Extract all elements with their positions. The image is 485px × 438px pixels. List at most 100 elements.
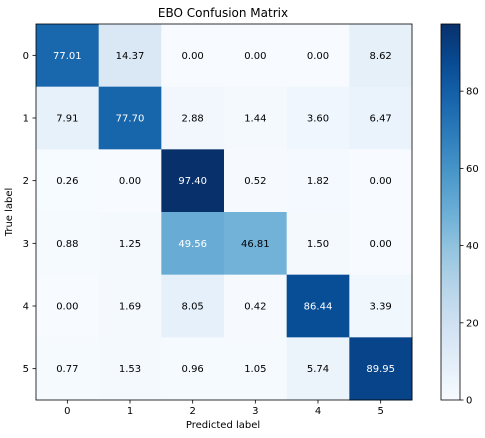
- heatmap-cell: [349, 24, 413, 88]
- x-axis-label: Predicted label: [186, 420, 260, 431]
- cell-value-label: 97.40: [178, 176, 207, 187]
- cell-value-label: 0.00: [370, 176, 392, 187]
- colorbar-gradient: [441, 24, 460, 400]
- cell-value-label: 2.88: [182, 114, 204, 125]
- cell-value-label: 5.74: [307, 364, 329, 375]
- cell-value-label: 0.26: [56, 176, 78, 187]
- heatmap-cell: [98, 24, 162, 88]
- heatmap-cell: [224, 149, 288, 213]
- y-tick-label: 1: [23, 114, 29, 125]
- heatmap-cell: [161, 86, 225, 150]
- heatmap-cell: [36, 337, 100, 401]
- colorbar-tick-label: 0: [466, 396, 472, 407]
- heatmap-cell: [286, 24, 350, 88]
- heatmap-cells: 77.01 14.37 0.00 0.00 0.00 8.62 7.91 77.70 2.88 1…: [36, 24, 413, 401]
- heatmap-cell: [286, 149, 350, 213]
- colorbar-tick-label: 20: [466, 318, 479, 329]
- heatmap-cell: [98, 86, 162, 150]
- heatmap-cell: [349, 274, 413, 338]
- x-tick-label: 5: [377, 406, 383, 417]
- x-tick-label: 3: [252, 406, 258, 417]
- x-tick-label: 0: [64, 406, 70, 417]
- heatmap-cell: [98, 274, 162, 338]
- heatmap-cell: [286, 274, 350, 338]
- heatmap-cell: [349, 212, 413, 276]
- heatmap-cell: [224, 212, 288, 276]
- y-tick-label: 3: [23, 239, 29, 250]
- heatmap-cell: [98, 212, 162, 276]
- cell-value-label: 1.82: [307, 176, 329, 187]
- cell-value-label: 0.77: [56, 364, 78, 375]
- heatmap-cell: [349, 337, 413, 401]
- cell-value-label: 8.62: [370, 51, 392, 62]
- heatmap-cell: [36, 274, 100, 338]
- x-axis-ticks: 0 1 2 3 4 5: [64, 400, 384, 417]
- cell-value-label: 77.70: [116, 114, 145, 125]
- y-axis-label: True label: [4, 188, 15, 238]
- cell-value-label: 0.42: [244, 302, 266, 313]
- heatmap-cell: [161, 274, 225, 338]
- y-tick-label: 2: [23, 176, 29, 187]
- cell-value-label: 0.00: [370, 239, 392, 250]
- heatmap-cell: [224, 24, 288, 88]
- colorbar-tick-label: 40: [466, 241, 479, 252]
- heatmap-cell: [349, 86, 413, 150]
- cell-value-label: 1.44: [244, 114, 266, 125]
- cell-value-label: 0.00: [307, 51, 329, 62]
- cell-value-label: 6.47: [370, 114, 392, 125]
- heatmap-cell: [98, 149, 162, 213]
- cell-value-label: 8.05: [182, 302, 204, 313]
- cell-value-label: 86.44: [304, 302, 333, 313]
- cell-value-label: 49.56: [178, 239, 207, 250]
- heatmap-cell: [161, 337, 225, 401]
- cell-value-label: 1.25: [119, 239, 141, 250]
- heatmap-cell: [349, 149, 413, 213]
- cell-value-label: 7.91: [56, 114, 78, 125]
- heatmap-cell: [161, 24, 225, 88]
- heatmap-cell: [36, 212, 100, 276]
- cell-value-label: 1.69: [119, 302, 141, 313]
- colorbar-frame: [440, 23, 461, 401]
- colorbar: 0 20 40 60 80: [440, 23, 479, 407]
- heatmap-cell: [286, 86, 350, 150]
- cell-value-label: 3.60: [307, 114, 329, 125]
- x-tick-label: 2: [189, 406, 195, 417]
- heatmap-cell: [161, 149, 225, 213]
- cell-value-label: 1.50: [307, 239, 329, 250]
- heatmap-cell: [36, 149, 100, 213]
- heatmap-cell: [286, 337, 350, 401]
- cell-value-label: 0.96: [182, 364, 204, 375]
- cell-value-label: 0.00: [182, 51, 204, 62]
- heatmap-cell: [224, 337, 288, 401]
- cell-value-label: 46.81: [241, 239, 270, 250]
- heatmap-cell: [224, 86, 288, 150]
- cell-value-label: 0.88: [56, 239, 78, 250]
- y-axis-ticks: 0 1 2 3 4 5: [23, 51, 36, 375]
- colorbar-tick-label: 60: [466, 164, 479, 175]
- y-tick-label: 4: [23, 302, 29, 313]
- y-tick-label: 5: [23, 364, 29, 375]
- cell-value-label: 3.39: [370, 302, 392, 313]
- plot-frame: [35, 23, 413, 401]
- cell-value-label: 1.05: [244, 364, 266, 375]
- y-tick-label: 0: [23, 51, 29, 62]
- cell-value-label: 77.01: [53, 51, 82, 62]
- x-tick-label: 4: [315, 406, 321, 417]
- cell-value-label: 0.00: [244, 51, 266, 62]
- heatmap-cell: [36, 86, 100, 150]
- cell-value-label: 0.52: [244, 176, 266, 187]
- chart-title: EBO Confusion Matrix: [158, 6, 288, 20]
- cell-value-label: 89.95: [366, 364, 395, 375]
- heatmap-cell: [98, 337, 162, 401]
- heatmap-cell: [224, 274, 288, 338]
- cell-value-label: 14.37: [116, 51, 145, 62]
- heatmap-cell: [286, 212, 350, 276]
- heatmap-cell: [161, 212, 225, 276]
- cell-value-label: 1.53: [119, 364, 141, 375]
- cell-value-label: 0.00: [56, 302, 78, 313]
- x-tick-label: 1: [127, 406, 133, 417]
- cell-value-label: 0.00: [119, 176, 141, 187]
- heatmap-cell: [36, 24, 100, 88]
- colorbar-tick-label: 80: [466, 87, 479, 98]
